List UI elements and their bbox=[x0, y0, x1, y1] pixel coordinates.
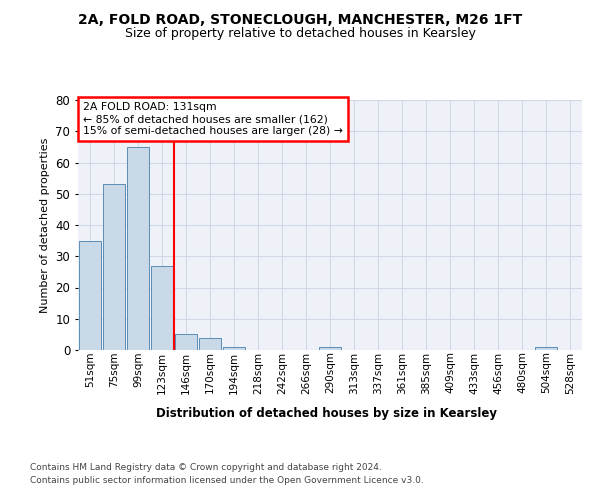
Bar bbox=[319, 347, 341, 350]
Bar bbox=[175, 334, 197, 350]
Bar bbox=[79, 240, 101, 350]
Bar bbox=[151, 266, 173, 350]
Bar bbox=[103, 184, 125, 350]
Y-axis label: Number of detached properties: Number of detached properties bbox=[40, 138, 50, 312]
Bar bbox=[199, 338, 221, 350]
Bar bbox=[127, 147, 149, 350]
Text: Size of property relative to detached houses in Kearsley: Size of property relative to detached ho… bbox=[125, 28, 475, 40]
Text: 2A, FOLD ROAD, STONECLOUGH, MANCHESTER, M26 1FT: 2A, FOLD ROAD, STONECLOUGH, MANCHESTER, … bbox=[78, 12, 522, 26]
Text: 2A FOLD ROAD: 131sqm
← 85% of detached houses are smaller (162)
15% of semi-deta: 2A FOLD ROAD: 131sqm ← 85% of detached h… bbox=[83, 102, 343, 136]
Text: Distribution of detached houses by size in Kearsley: Distribution of detached houses by size … bbox=[157, 408, 497, 420]
Text: Contains public sector information licensed under the Open Government Licence v3: Contains public sector information licen… bbox=[30, 476, 424, 485]
Text: Contains HM Land Registry data © Crown copyright and database right 2024.: Contains HM Land Registry data © Crown c… bbox=[30, 462, 382, 471]
Bar bbox=[535, 347, 557, 350]
Bar bbox=[223, 347, 245, 350]
